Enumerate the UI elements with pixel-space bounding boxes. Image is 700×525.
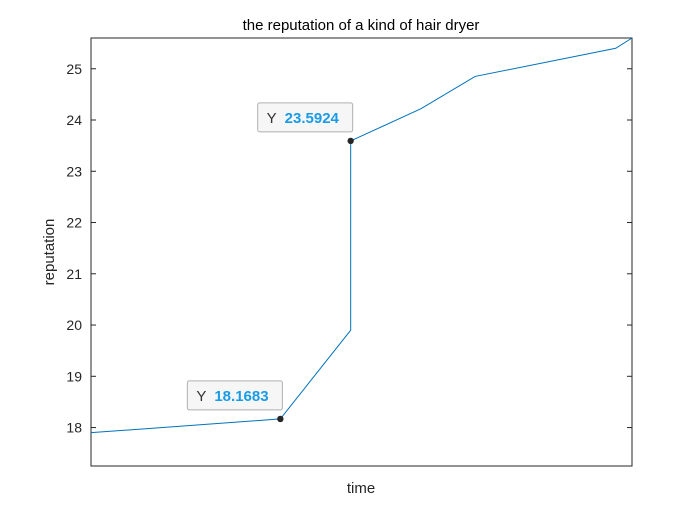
- y-axis-ticks: 18 19 20 21 22 23 24 25: [66, 61, 632, 436]
- y-tick-label: 25: [66, 61, 82, 77]
- chart-title: the reputation of a kind of hair dryer: [243, 17, 480, 34]
- series-layer: [90, 37, 633, 434]
- y-tick-label: 18: [66, 420, 82, 436]
- x-axis-label: time: [347, 480, 375, 497]
- series-line: [90, 37, 633, 434]
- plot-area: [91, 38, 632, 466]
- axes-box: [90, 37, 633, 467]
- y-tick-label: 21: [66, 266, 82, 282]
- datatip-box: [257, 102, 354, 133]
- datatip-key: Y: [267, 110, 277, 127]
- datatip-box: [186, 380, 283, 411]
- datatip-marker: [347, 137, 354, 145]
- datatip-layer: Y 18.1683 Y 23.5924: [186, 102, 354, 423]
- y-tick-label: 22: [66, 215, 82, 231]
- y-tick-label: 20: [66, 317, 82, 333]
- datatip: Y 23.5924: [257, 102, 354, 145]
- datatip-value: 18.1683: [214, 388, 268, 405]
- datatip-key: Y: [196, 388, 206, 405]
- datatip: Y 18.1683: [186, 380, 284, 423]
- axes-frame: [90, 37, 633, 467]
- y-tick-label: 23: [66, 163, 82, 179]
- datatip-marker: [277, 415, 284, 423]
- y-axis-label: reputation: [41, 219, 58, 286]
- datatip-value: 23.5924: [285, 110, 340, 127]
- y-tick-label: 24: [66, 112, 82, 128]
- y-tick-label: 19: [66, 368, 82, 384]
